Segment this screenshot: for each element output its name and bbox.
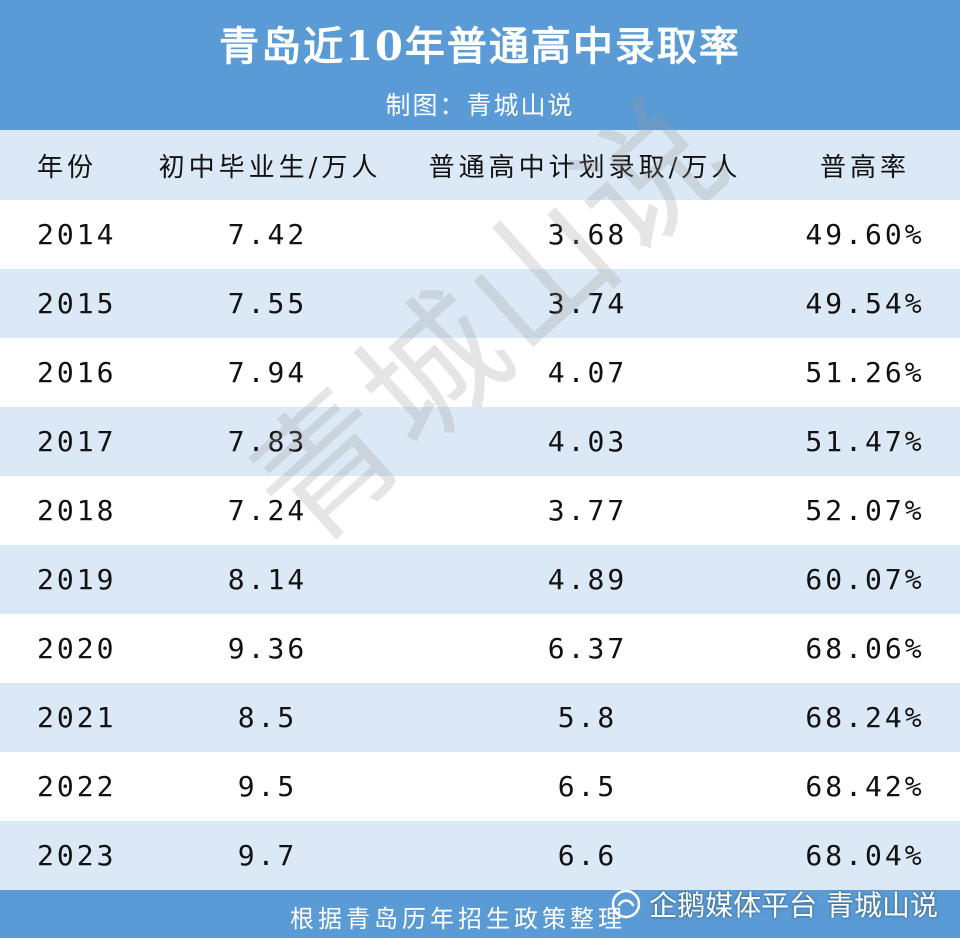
column-header-year: 年份: [37, 152, 98, 183]
rate-cell: 51.26%: [805, 356, 925, 389]
chart-subtitle: 制图：青城山说: [385, 91, 575, 120]
admissions-cell: 4.07: [547, 356, 628, 389]
year-cell: 2019: [37, 563, 117, 596]
footer-note: 根据青岛历年招生政策整理: [290, 905, 626, 933]
rate-cell: 68.06%: [805, 632, 925, 665]
table-row: 2023 9.7 6.6 68.04%: [0, 821, 960, 890]
table-row: 2022 9.5 6.5 68.42%: [0, 752, 960, 821]
rate-cell: 68.24%: [805, 701, 925, 734]
table-body: 2014 7.42 3.68 49.60% 2015 7.55 3.74 49.54% 2016…: [0, 200, 960, 890]
table-footer-banner: 根据青岛历年招生政策整理: [0, 890, 960, 938]
year-cell: 2022: [37, 770, 117, 803]
platform-watermark-text: 企鹅媒体平台 青城山说: [649, 889, 938, 922]
year-cell: 2021: [37, 701, 117, 734]
rate-cell: 68.42%: [805, 770, 925, 803]
admissions-cell: 3.74: [547, 287, 628, 320]
column-header-graduates: 初中毕业生/万人: [158, 152, 382, 183]
year-cell: 2015: [37, 287, 117, 320]
graduates-cell: 7.55: [227, 287, 308, 320]
graduates-cell: 7.24: [227, 494, 308, 527]
column-header-admissions: 普通高中计划录取/万人: [428, 152, 742, 183]
table-header-row: 年份 初中毕业生/万人 普通高中计划录取/万人 普高率: [0, 130, 960, 200]
rate-cell: 68.04%: [805, 839, 925, 872]
admissions-cell: 3.77: [547, 494, 628, 527]
admissions-cell: 6.37: [547, 632, 628, 665]
table-row: 2017 7.83 4.03 51.47%: [0, 407, 960, 476]
rate-cell: 51.47%: [805, 425, 925, 458]
table-row: 2015 7.55 3.74 49.54%: [0, 269, 960, 338]
graduates-cell: 8.5: [237, 701, 298, 734]
year-cell: 2014: [37, 218, 117, 251]
rate-cell: 52.07%: [805, 494, 925, 527]
rate-cell: 60.07%: [805, 563, 925, 596]
table-header-banner: 青岛近10年普通高中录取率 制图：青城山说: [0, 0, 960, 130]
table-row: 2014 7.42 3.68 49.60%: [0, 200, 960, 269]
graduates-cell: 9.7: [237, 839, 298, 872]
table-row: 2020 9.36 6.37 68.06%: [0, 614, 960, 683]
platform-watermark: 企鹅媒体平台 青城山说: [611, 884, 938, 924]
graduates-cell: 9.5: [237, 770, 298, 803]
admissions-cell: 6.6: [557, 839, 618, 872]
admissions-cell: 4.03: [547, 425, 628, 458]
data-table: 年份 初中毕业生/万人 普通高中计划录取/万人 普高率 2014 7.42 3.68…: [0, 130, 960, 890]
year-cell: 2016: [37, 356, 117, 389]
admissions-cell: 5.8: [557, 701, 618, 734]
graduates-cell: 7.42: [227, 218, 308, 251]
rate-cell: 49.54%: [805, 287, 925, 320]
year-cell: 2020: [37, 632, 117, 665]
graduates-cell: 9.36: [227, 632, 308, 665]
table-row: 2021 8.5 5.8 68.24%: [0, 683, 960, 752]
penguin-logo-icon: [611, 889, 641, 919]
year-cell: 2023: [37, 839, 117, 872]
column-header-rate: 普高率: [819, 152, 910, 183]
rate-cell: 49.60%: [805, 218, 925, 251]
year-cell: 2017: [37, 425, 117, 458]
table-row: 2018 7.24 3.77 52.07%: [0, 476, 960, 545]
graduates-cell: 7.94: [227, 356, 308, 389]
admissions-cell: 6.5: [557, 770, 618, 803]
table-row: 2019 8.14 4.89 60.07%: [0, 545, 960, 614]
graduates-cell: 8.14: [227, 563, 308, 596]
graduates-cell: 7.83: [227, 425, 308, 458]
chart-title: 青岛近10年普通高中录取率: [219, 23, 741, 70]
year-cell: 2018: [37, 494, 117, 527]
admissions-cell: 4.89: [547, 563, 628, 596]
table-row: 2016 7.94 4.07 51.26%: [0, 338, 960, 407]
admissions-cell: 3.68: [547, 218, 628, 251]
